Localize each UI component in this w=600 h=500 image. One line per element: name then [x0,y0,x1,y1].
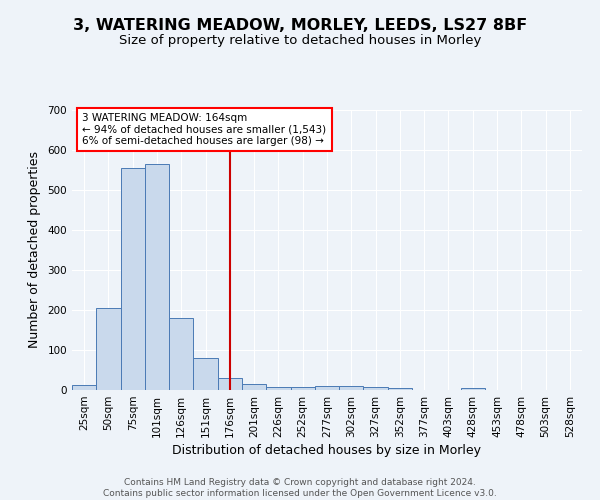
Y-axis label: Number of detached properties: Number of detached properties [28,152,41,348]
Bar [266,387,290,390]
Bar [364,387,388,390]
Text: 3, WATERING MEADOW, MORLEY, LEEDS, LS27 8BF: 3, WATERING MEADOW, MORLEY, LEEDS, LS27 … [73,18,527,32]
Bar [315,386,339,390]
Text: 3 WATERING MEADOW: 164sqm
← 94% of detached houses are smaller (1,543)
6% of sem: 3 WATERING MEADOW: 164sqm ← 94% of detac… [82,113,326,146]
Bar [169,318,193,390]
Bar [193,358,218,390]
X-axis label: Distribution of detached houses by size in Morley: Distribution of detached houses by size … [173,444,482,457]
Bar [145,164,169,390]
Text: Contains HM Land Registry data © Crown copyright and database right 2024.
Contai: Contains HM Land Registry data © Crown c… [103,478,497,498]
Bar [218,378,242,390]
Bar [388,388,412,390]
Bar [121,168,145,390]
Bar [72,385,96,390]
Text: Size of property relative to detached houses in Morley: Size of property relative to detached ho… [119,34,481,47]
Bar [290,387,315,390]
Bar [339,386,364,390]
Bar [96,308,121,390]
Bar [242,384,266,390]
Bar [461,388,485,390]
